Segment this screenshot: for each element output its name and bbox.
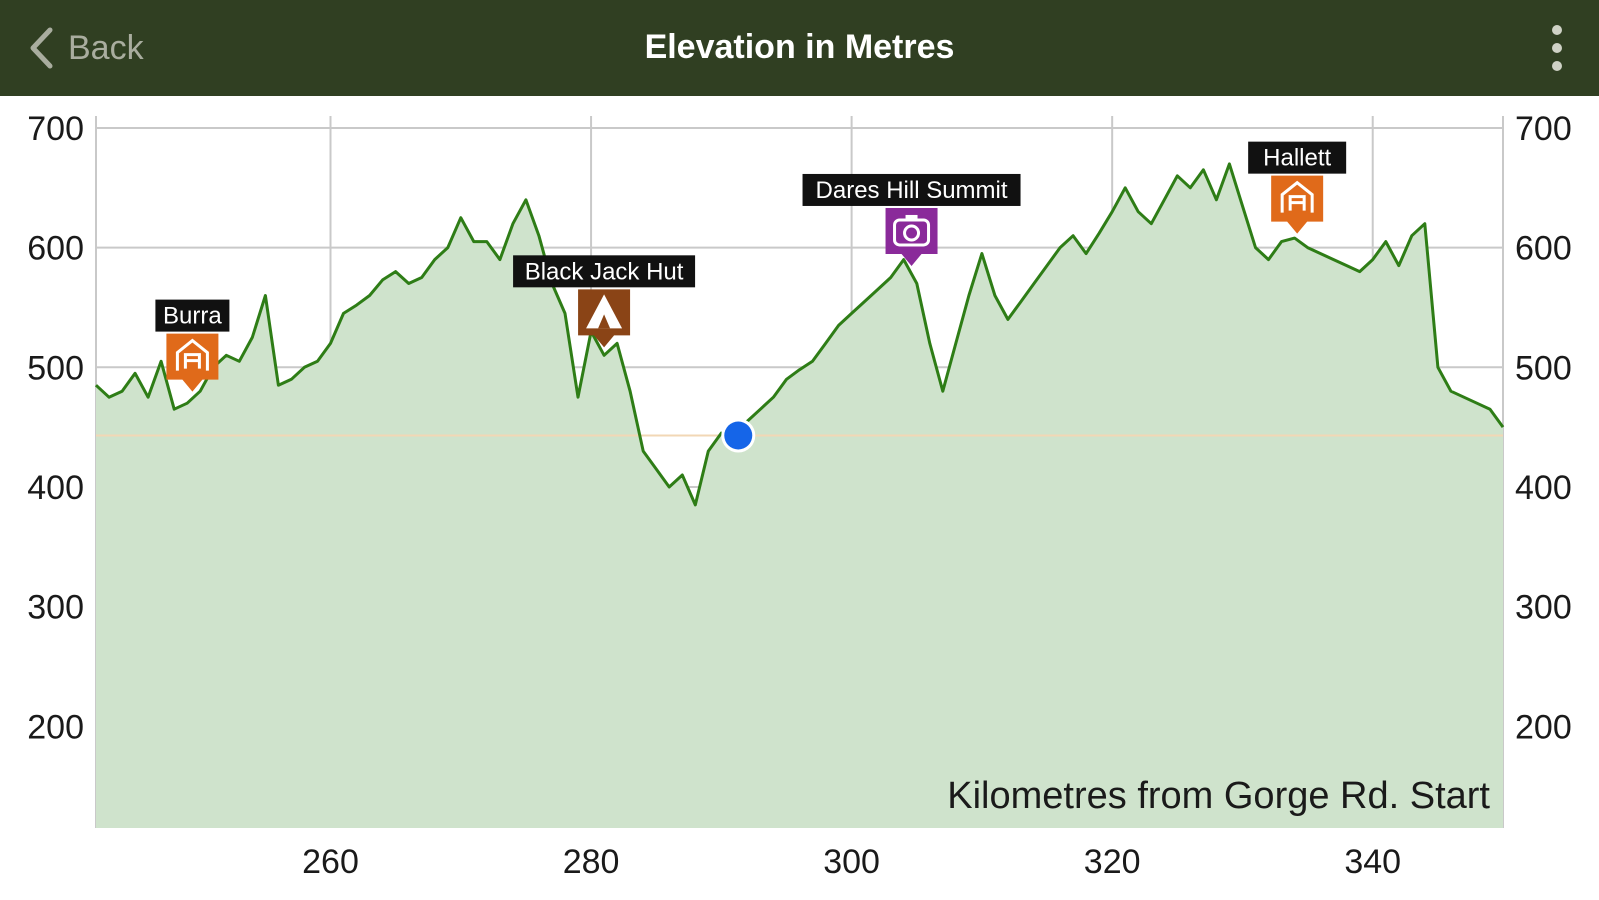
current-position [721, 418, 756, 453]
poi-label: Hallett [1263, 145, 1331, 172]
camera-top [905, 214, 918, 221]
points-of-interest: Burra Black Jack Hut Dares Hill Summit Hall… [155, 141, 1347, 392]
town-roof [1280, 180, 1314, 213]
elevation-chart[interactable]: 200 200 300 300 400 400 500 500 600 600 700 700 260 2… [0, 96, 1599, 900]
poi-label: Black Jack Hut [525, 258, 684, 285]
nav-bar: Back Elevation in Metres [0, 0, 1599, 96]
current-position-dot [724, 421, 753, 450]
poi-pin [166, 333, 219, 392]
y-tick-label-right: 200 [1515, 708, 1572, 746]
back-label: Back [68, 28, 144, 67]
poi-label: Dares Hill Summit [816, 177, 1008, 204]
more-vertical-icon [1552, 25, 1562, 71]
poi-pin [1271, 175, 1324, 234]
poi-marker: Burra [155, 299, 230, 392]
page-title: Elevation in Metres [644, 28, 955, 66]
poi-marker: Black Jack Hut [513, 255, 696, 348]
camera-lens [903, 224, 921, 242]
poi-label: Burra [163, 303, 222, 330]
poi-pin [885, 207, 938, 266]
camera-icon [893, 214, 931, 247]
poi-label-bg [802, 173, 1021, 206]
elevation-area [94, 162, 1505, 828]
y-tick-label-right: 300 [1515, 589, 1572, 627]
town-icon [175, 338, 209, 371]
y-tick-label-right: 400 [1515, 469, 1572, 507]
x-tick-label: 320 [1084, 843, 1141, 881]
poi-marker: Hallett [1248, 141, 1347, 234]
more-menu-button[interactable] [1539, 20, 1575, 76]
y-tick-label-left: 400 [27, 469, 84, 507]
y-tick-label-left: 600 [27, 230, 84, 268]
tent-door [598, 314, 611, 329]
chevron-left-icon [30, 27, 53, 69]
elevation-line [94, 162, 1505, 507]
x-tick-label: 300 [823, 843, 880, 881]
poi-label-bg [1248, 141, 1347, 174]
elevation-fill [96, 163, 1503, 828]
poi-label-bg [513, 255, 696, 288]
poi-marker: Dares Hill Summit [802, 173, 1021, 266]
y-tick-label-right: 500 [1515, 349, 1572, 387]
town-roof [175, 338, 209, 371]
x-axis-label: Kilometres from Gorge Rd. Start [947, 775, 1490, 817]
axis-ticks: 200 200 300 300 400 400 500 500 600 600 700 700 260 2… [27, 110, 1571, 881]
town-door [183, 353, 201, 369]
tent-icon [586, 294, 623, 329]
y-tick-label-left: 300 [27, 589, 84, 627]
town-door [1288, 195, 1306, 211]
x-tick-label: 260 [302, 843, 359, 881]
back-button[interactable]: Back [28, 24, 144, 72]
y-tick-label-left: 200 [27, 708, 84, 746]
x-tick-label: 340 [1344, 843, 1401, 881]
poi-label-bg [155, 299, 230, 332]
town-icon [1280, 180, 1314, 213]
y-tick-label-right: 600 [1515, 230, 1572, 268]
y-tick-label-left: 500 [27, 349, 84, 387]
x-tick-label: 280 [563, 843, 620, 881]
tent-body [586, 294, 623, 329]
y-tick-label-right: 700 [1515, 110, 1572, 148]
y-tick-label-left: 700 [27, 110, 84, 148]
